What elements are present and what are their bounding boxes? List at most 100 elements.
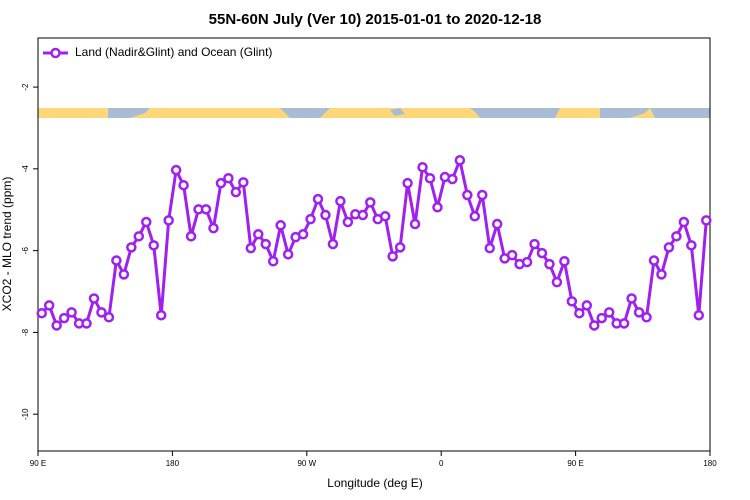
data-point bbox=[245, 242, 257, 254]
data-point bbox=[96, 307, 107, 318]
data-point bbox=[379, 211, 391, 222]
data-point bbox=[312, 193, 324, 205]
data-point bbox=[417, 161, 428, 173]
data-point bbox=[155, 309, 167, 321]
data-point bbox=[58, 312, 70, 324]
data-point bbox=[536, 247, 548, 259]
map-strip bbox=[38, 108, 710, 118]
data-point bbox=[208, 222, 219, 234]
data-point bbox=[491, 218, 503, 230]
y-tick-label: -10 bbox=[21, 408, 30, 420]
data-point bbox=[163, 215, 174, 226]
y-tick-label: -4 bbox=[21, 165, 30, 173]
data-point bbox=[43, 300, 55, 311]
y-tick-label: -6 bbox=[21, 247, 30, 255]
data-point bbox=[215, 177, 227, 189]
data-point bbox=[603, 307, 615, 318]
data-point bbox=[551, 276, 563, 288]
data-point bbox=[230, 186, 242, 198]
data-point bbox=[357, 209, 369, 221]
data-point bbox=[544, 258, 555, 270]
data-point bbox=[529, 238, 540, 250]
data-point bbox=[118, 269, 130, 280]
legend-marker bbox=[50, 47, 61, 59]
data-point bbox=[633, 307, 645, 318]
data-point bbox=[626, 293, 637, 304]
data-point bbox=[701, 215, 712, 226]
data-point bbox=[170, 164, 182, 176]
data-point bbox=[66, 307, 77, 318]
data-point bbox=[148, 240, 159, 251]
data-point bbox=[253, 229, 264, 240]
x-tick-label: 90 W bbox=[297, 459, 316, 468]
data-point bbox=[267, 256, 279, 267]
data-point bbox=[454, 155, 466, 166]
x-axis-label: Longitude (deg E) bbox=[327, 476, 422, 490]
data-point bbox=[574, 307, 585, 319]
data-point bbox=[200, 204, 212, 215]
y-tick-label: -8 bbox=[21, 328, 30, 336]
x-tick-label: 0 bbox=[439, 459, 444, 468]
x-tick-label: 180 bbox=[703, 459, 717, 468]
data-point bbox=[678, 216, 690, 228]
data-point bbox=[618, 318, 630, 329]
data-point bbox=[223, 173, 234, 184]
legend-label: Land (Nadir&Glint) and Ocean (Glint) bbox=[75, 45, 272, 59]
data-point bbox=[365, 197, 376, 208]
data-point bbox=[663, 242, 675, 253]
data-point bbox=[447, 173, 458, 185]
data-point bbox=[141, 216, 152, 228]
data-point bbox=[671, 231, 682, 242]
data-point bbox=[559, 256, 570, 267]
x-tick-label: 90 E bbox=[30, 459, 46, 468]
data-point bbox=[81, 318, 92, 329]
data-point bbox=[596, 312, 607, 324]
data-point bbox=[589, 320, 600, 331]
data-point bbox=[581, 300, 593, 311]
data-point bbox=[238, 177, 249, 188]
data-point bbox=[641, 312, 652, 323]
data-point bbox=[342, 216, 354, 228]
data-point bbox=[648, 255, 660, 266]
data-point bbox=[88, 293, 100, 304]
data-point bbox=[36, 307, 47, 319]
y-axis-label: XCO2 - MLO trend (ppm) bbox=[0, 177, 14, 312]
chart-title: 55N-60N July (Ver 10) 2015-01-01 to 2020… bbox=[209, 11, 542, 28]
data-point bbox=[462, 189, 473, 201]
data-point bbox=[686, 240, 697, 251]
data-point bbox=[126, 242, 137, 253]
data-point bbox=[275, 220, 286, 231]
data-point bbox=[394, 242, 406, 253]
data-point bbox=[185, 231, 197, 242]
data-point bbox=[566, 296, 578, 307]
y-tick-label: -2 bbox=[21, 83, 30, 91]
data-point bbox=[178, 179, 189, 191]
data-point bbox=[260, 238, 271, 250]
data-point bbox=[103, 312, 115, 323]
data-point bbox=[402, 177, 413, 189]
x-tick-label: 180 bbox=[166, 459, 180, 468]
data-point bbox=[693, 309, 705, 321]
x-tick-label: 90 E bbox=[567, 459, 583, 468]
data-line bbox=[40, 155, 708, 329]
data-point bbox=[305, 213, 316, 225]
data-point bbox=[51, 320, 62, 331]
data-point bbox=[409, 218, 421, 230]
data-point bbox=[521, 256, 533, 268]
data-point bbox=[111, 255, 122, 266]
data-point bbox=[133, 231, 145, 242]
data-point bbox=[282, 249, 294, 260]
data-point bbox=[297, 229, 309, 240]
data-point bbox=[484, 242, 495, 254]
data-point bbox=[656, 269, 667, 280]
plot-frame bbox=[37, 37, 711, 452]
data-point bbox=[432, 202, 443, 213]
data-point bbox=[327, 238, 339, 250]
data-point bbox=[477, 189, 488, 201]
data-point bbox=[335, 195, 346, 207]
data-point bbox=[469, 211, 481, 222]
data-point bbox=[424, 173, 436, 184]
data-point bbox=[320, 209, 331, 221]
data-point bbox=[387, 251, 398, 262]
